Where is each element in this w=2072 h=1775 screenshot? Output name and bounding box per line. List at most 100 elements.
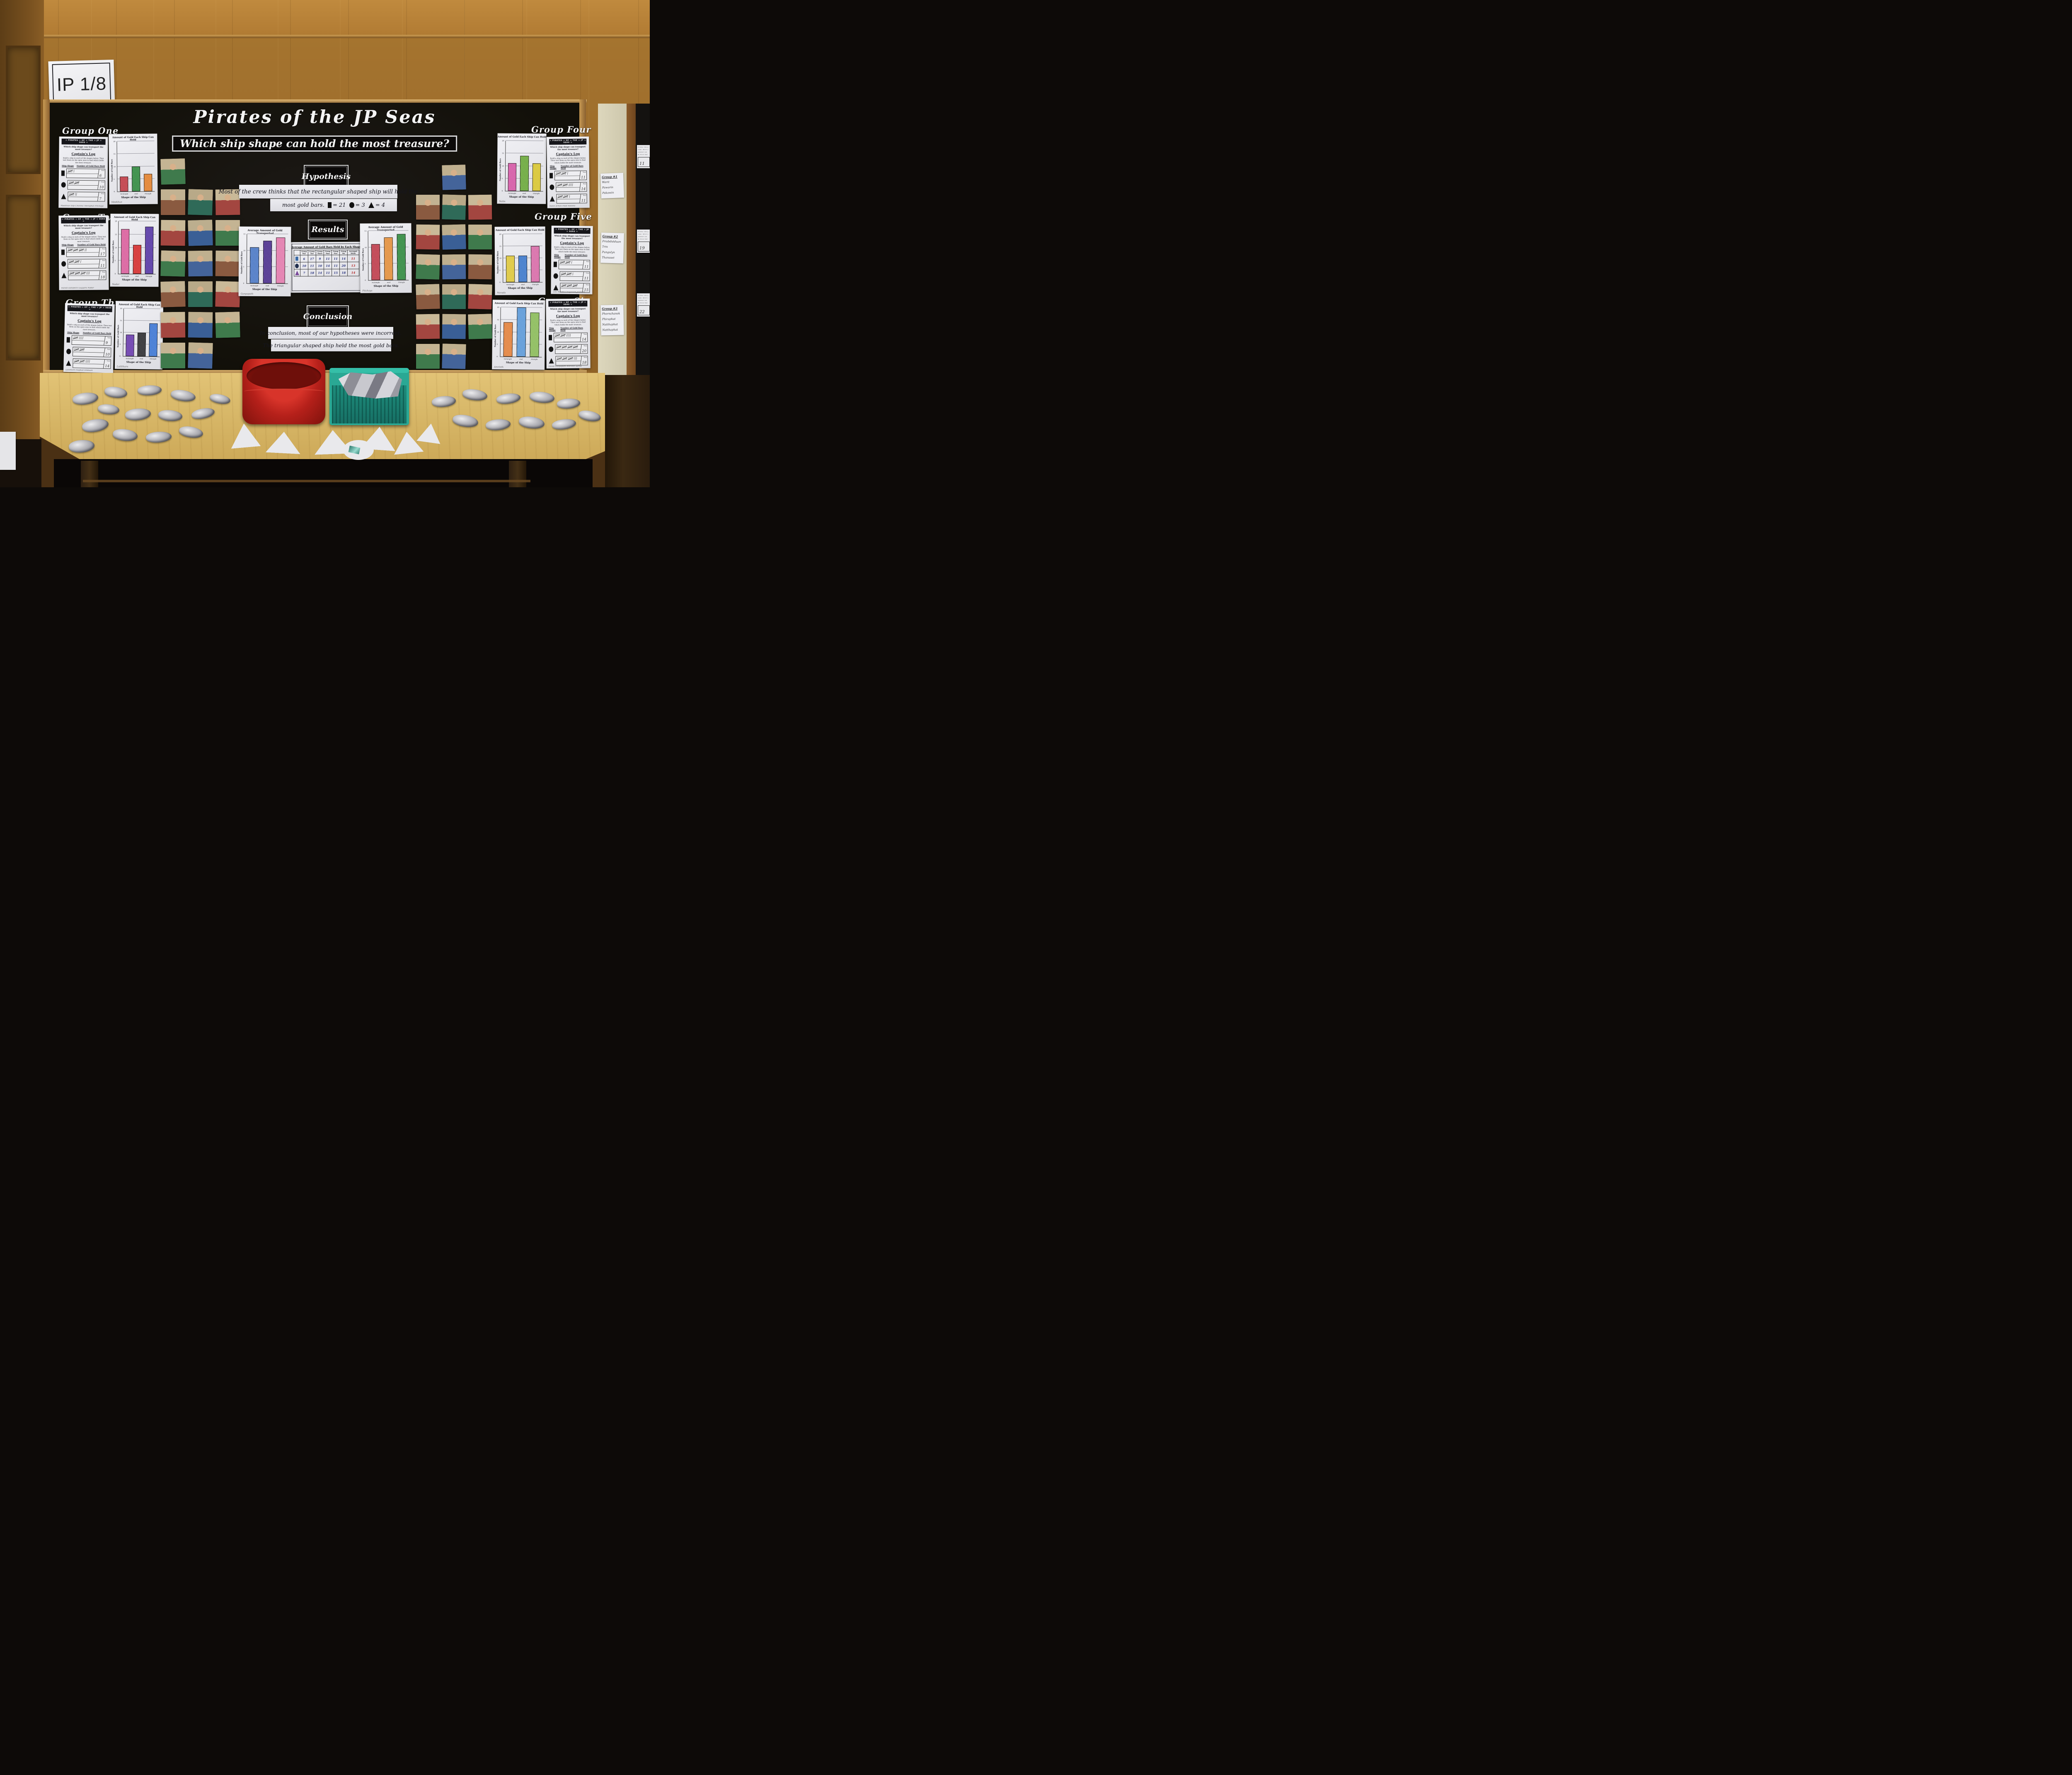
rectangle-icon — [549, 173, 553, 179]
x-tick-label: triangle — [531, 358, 538, 360]
triangle-icon — [61, 273, 67, 278]
worksheet-column-headers: Ship Shape Number of Gold Bars Held — [550, 165, 586, 170]
total-value: 11 — [100, 264, 105, 268]
ship-shape-header: Ship Shape — [554, 254, 561, 259]
tally-five: |||| — [74, 181, 80, 185]
tally-five: |||| — [567, 345, 573, 349]
tally-five: |||| — [80, 359, 85, 363]
gridline — [117, 140, 155, 142]
worksheet-banner: ☠ PIRATES ☠ OF ☠ THE ☠ JP ☠ SEAS ☠ — [67, 305, 112, 312]
gridline — [506, 140, 544, 141]
tally-marks: ||||||||| — [559, 272, 584, 281]
worksheet-column-headers: Ship Shape Number of Gold Bars Held — [67, 332, 111, 335]
bar-rectangle — [371, 244, 380, 281]
under-table-shadow — [54, 459, 593, 487]
total-value: 18 — [100, 276, 105, 280]
partial-worksheet: Pirates like g ocean. Which s greatest num… — [637, 293, 650, 317]
board-title: Pirates of the JP Seas — [193, 107, 436, 128]
student-photo — [160, 158, 186, 185]
student-photo — [468, 225, 492, 249]
wall-trim — [0, 35, 650, 38]
tally-five: |||| — [573, 345, 579, 349]
student-names-handwriting: Nalin Arnon Palat Ratana — [549, 205, 576, 208]
student-names-handwriting: David Ganpapath Amrinth Sarita — [548, 365, 582, 368]
total-label: Total — [583, 345, 587, 347]
group-one-chart: Amount of Gold Each Ship Can Hold Number… — [109, 133, 158, 205]
tally-row-oval: |||||||||||| Total 14 — [549, 182, 587, 192]
student-photo — [416, 195, 440, 220]
total-label: Total — [582, 171, 586, 173]
tally-box: |||||||| Total 9 — [71, 335, 112, 346]
student-photo — [215, 250, 240, 277]
total-cell: Total 7 — [98, 193, 104, 201]
corner-cell — [293, 250, 300, 255]
worksheet-banner: ☠ PIRATES ☠ OF ☠ THE ☠ JP ☠ SEAS ☠ — [61, 138, 106, 145]
group-one-worksheet: ☠ PIRATES ☠ OF ☠ THE ☠ JP ☠ SEAS ☠ Which… — [58, 136, 108, 208]
y-tick-label: 5 — [499, 269, 501, 271]
result-value: 11 — [332, 262, 340, 269]
tally-ones: ||| — [86, 271, 90, 275]
total-label: Total — [583, 194, 586, 196]
group-name-card: Group #2 Priabdutduan Trin Pungulyn Thanaset — [600, 232, 624, 264]
x-axis-label: Shape of the Ship — [509, 195, 534, 199]
group-two-chart: Amount of Gold Each Ship Can Hold Number… — [110, 213, 159, 287]
student-photo — [161, 189, 185, 215]
y-tick-label: 20 — [115, 220, 117, 222]
group-five-worksheet: ☠ PIRATES ☠ OF ☠ THE ☠ JP ☠ SEAS ☠ Which… — [551, 225, 593, 295]
oval-hypothesis-value: = 3 — [355, 202, 365, 208]
tally-five: |||| — [79, 248, 84, 252]
y-axis-label: Number of Gold Bars — [111, 159, 114, 182]
x-tick-label: rectangle — [508, 192, 516, 194]
card-student-name: Warit — [602, 180, 610, 184]
y-axis-label: Number of Gold Bars — [112, 240, 115, 263]
student-photo — [215, 281, 240, 307]
worksheet-instructions: Build a ship in each of the shapes below… — [67, 323, 112, 331]
tally-row-oval: |||||||| Total 10 — [61, 180, 105, 190]
student-names-handwriting: Lita Nalada Chayacorn Jirakorn — [553, 291, 585, 294]
conclusion-line2-text: The triangular shaped ship held the most… — [263, 342, 399, 348]
worksheet-snippet: ocean. Which s — [638, 149, 649, 150]
tally-marks: ||||| — [66, 169, 99, 178]
bar-rectangle — [120, 176, 128, 192]
results-row-oval: 10 11 10 14 11 20 13 — [293, 262, 359, 269]
total-value: 7 — [99, 197, 102, 201]
student-photo — [188, 312, 213, 338]
tally-marks: |||||||||||| — [553, 333, 582, 342]
worksheet-question: Which ship shape can transport the most … — [63, 145, 104, 151]
board-frame-left — [43, 99, 50, 378]
card-student-name: Natthaphat — [602, 328, 618, 332]
chart-author-handwriting: Amrinth — [494, 366, 504, 369]
worksheet-snippet: ocean. Which s — [638, 297, 649, 299]
bar-rectangle — [249, 247, 259, 283]
ship-shape-header: Ship Shape — [62, 165, 74, 168]
student-photo — [416, 284, 440, 310]
tally-box: ||||||||| Total 11 — [558, 260, 590, 270]
worksheet-snippet: Pirates like g — [638, 295, 649, 296]
gold-bars-header: Number of Gold Bars Held — [561, 165, 583, 170]
tally-row-rectangle: |||||||||||| Total 14 — [549, 332, 588, 343]
card-title: Group #1 — [602, 174, 617, 179]
card-student-name: Pawarin — [602, 185, 614, 189]
worksheet-snippet: We think that — [638, 302, 648, 304]
bar-rectangle — [506, 256, 515, 283]
plot-area: 0 5 10 15 rectangle oval triangle — [365, 230, 409, 283]
x-tick-label: oval — [387, 281, 391, 283]
plot-area: 0 5 10 15 20 rectangle oval triangle — [496, 306, 542, 360]
plot-area: 0 5 10 15 20 rectangle oval triangle — [115, 220, 156, 277]
triangle-icon — [549, 358, 554, 364]
tally-box: |||||||||||| Total 14 — [556, 182, 587, 192]
tally-ones: | — [571, 261, 573, 264]
plot-area: 0 5 10 15 20 rectangle oval triangle — [501, 140, 544, 194]
y-tick-label: 0 — [496, 355, 498, 358]
tally-five: |||| — [74, 260, 80, 264]
tally-box: ||||||||||||||| Total 18 — [555, 355, 588, 366]
gridline — [123, 320, 160, 321]
total-cell: Total 10 — [99, 181, 105, 190]
results-table-paper: Average Amount of Gold Bars Held by Each… — [290, 242, 363, 293]
captains-log-title: Captain's Log — [556, 314, 580, 318]
tally-ones: |||| — [85, 360, 91, 363]
tally-marks: |||||||| — [72, 347, 105, 357]
y-tick-label: 0 — [501, 190, 503, 192]
x-tick-label: rectangle — [121, 275, 129, 277]
bar-triangle — [530, 312, 540, 357]
